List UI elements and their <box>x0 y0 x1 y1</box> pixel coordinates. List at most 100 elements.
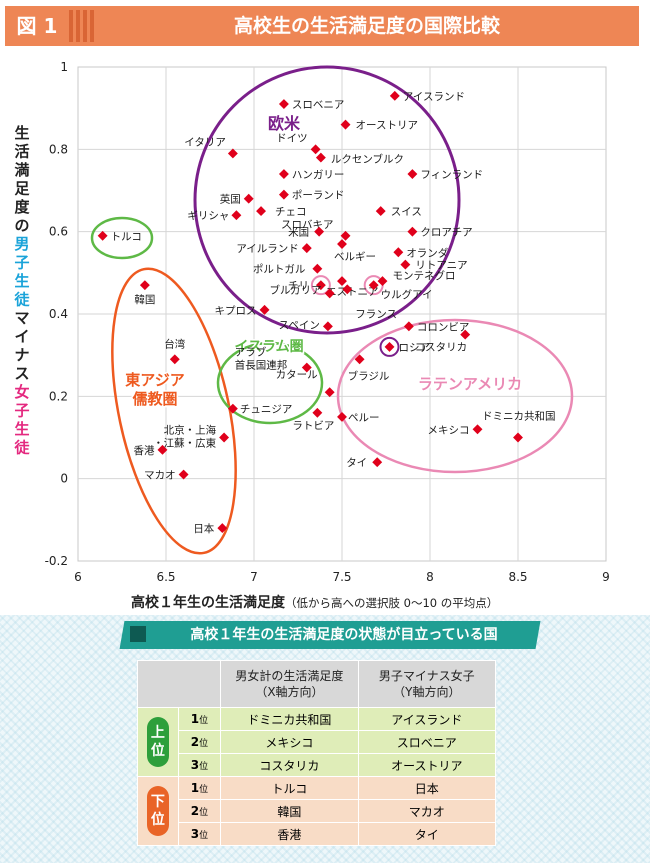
point-label: ハンガリー <box>292 169 345 181</box>
point-label: メキシコ <box>428 424 470 436</box>
point-label: ブルガリア <box>269 283 321 296</box>
point-label: トルコ <box>111 231 142 243</box>
data-point <box>337 276 347 287</box>
x-tick-label: 8 <box>426 570 434 584</box>
point-label: 香港 <box>133 445 154 457</box>
x-rank-country: 韓国 <box>220 799 359 823</box>
point-label: ペルー <box>348 412 380 424</box>
point-label: 北京・上海・江蘇・広東 <box>153 424 216 450</box>
point-label: オーストリア <box>356 120 418 132</box>
rank-cell: 2位 <box>177 799 222 823</box>
y-tick-label: 0.2 <box>49 389 68 403</box>
x-rank-country: ドミニカ共和国 <box>220 707 359 731</box>
data-point <box>243 193 254 204</box>
point-label: 台湾 <box>164 337 185 350</box>
point-label: 日本 <box>193 522 214 535</box>
col-header-x: 男女計の生活満足度 （X軸方向） <box>220 660 359 708</box>
point-label: ベルギー <box>334 251 376 263</box>
rank-cell: 2位 <box>177 730 222 754</box>
data-point <box>178 469 189 480</box>
data-point <box>227 403 238 414</box>
x-rank-country: コスタリカ <box>220 753 359 777</box>
y-label-char: 満 <box>14 161 29 179</box>
table-row: 3位 コスタリカ オーストリア <box>138 753 497 777</box>
data-point <box>393 247 404 258</box>
bottom-group-cell: 下位 <box>137 776 179 846</box>
point-label: スペイン <box>279 319 320 331</box>
data-point <box>377 276 388 287</box>
point-label: カタール <box>276 369 318 381</box>
rank-cell: 1位 <box>177 776 222 800</box>
data-point <box>403 321 414 332</box>
point-label: 韓国 <box>134 294 155 306</box>
x-rank-country: 香港 <box>220 822 359 846</box>
data-point <box>169 354 180 365</box>
data-point <box>407 169 418 179</box>
y-rank-country: アイスランド <box>357 707 497 731</box>
x-tick-label: 7 <box>250 570 258 584</box>
figure-header: 図 1 高校生の生活満足度の国際比較 <box>5 6 639 46</box>
data-point <box>314 226 325 237</box>
data-point <box>513 432 523 443</box>
data-point <box>354 354 365 365</box>
table-row: 2位 韓国 マカオ <box>138 799 497 823</box>
data-point <box>375 206 386 217</box>
point-label: アイスランド <box>403 91 465 103</box>
data-point <box>315 152 326 163</box>
data-point <box>315 280 326 291</box>
data-point <box>301 362 312 373</box>
data-point <box>256 206 266 217</box>
y-label-char: ナ <box>14 346 29 364</box>
subheader-square-icon <box>130 626 146 642</box>
data-point <box>97 230 108 241</box>
y-rank-country: タイ <box>357 822 497 846</box>
data-point <box>278 169 289 179</box>
group-ellipse <box>193 65 461 335</box>
data-point <box>139 280 150 291</box>
figure-number-label: 図 1 <box>5 6 69 46</box>
axes: 6 6.5 7 7.5 8 8.5 9 -0.2 0 0.2 0.4 0.6 0.8 1 高校１年生の生活満… <box>13 60 609 611</box>
x-rank-country: メキシコ <box>220 730 359 754</box>
data-point <box>324 288 335 299</box>
point-label: マカオ <box>144 470 176 482</box>
point-label: スイス <box>391 206 422 218</box>
point-label: ドイツ <box>276 132 308 144</box>
table-corner <box>136 660 222 708</box>
point-label: ロシア <box>399 342 431 354</box>
point-label: ポルトガル <box>253 264 306 276</box>
point-label: チリ <box>288 280 309 292</box>
header-stripes <box>69 10 99 42</box>
y-rank-country: スロベニア <box>357 730 497 754</box>
x-tick-label: 6 <box>74 570 82 584</box>
point-label: ポーランド <box>292 190 345 202</box>
data-point <box>337 411 347 422</box>
point-label: 米国 <box>288 226 309 239</box>
data-point <box>340 230 351 241</box>
point-label: チェコ <box>275 206 307 218</box>
group-ellipse <box>216 341 324 425</box>
point-label: スロバキア <box>281 219 334 231</box>
y-label-char: 子 <box>14 402 29 420</box>
y-label-char: 度 <box>14 198 30 216</box>
data-point <box>157 444 168 455</box>
y-tick-label: 0.8 <box>49 142 68 156</box>
top-group-cell: 上位 <box>137 707 179 777</box>
y-tick-label: 0.4 <box>49 307 68 321</box>
point-label: リトアニア <box>415 260 467 272</box>
x-tick-label: 8.5 <box>508 570 527 584</box>
top-badge: 上位 <box>146 717 169 767</box>
table-row: 3位 香港 タイ <box>138 822 497 846</box>
data-point <box>322 321 333 332</box>
point-label: コロンビア <box>417 321 470 333</box>
group-label: 欧米 <box>268 114 301 133</box>
group-ellipse <box>90 216 154 260</box>
data-point <box>301 243 312 254</box>
x-tick-label: 9 <box>602 570 610 584</box>
y-tick-label: 0 <box>60 472 68 486</box>
point-label: コスタリカ <box>415 342 468 354</box>
group-label: イスラム圏 <box>234 339 303 355</box>
